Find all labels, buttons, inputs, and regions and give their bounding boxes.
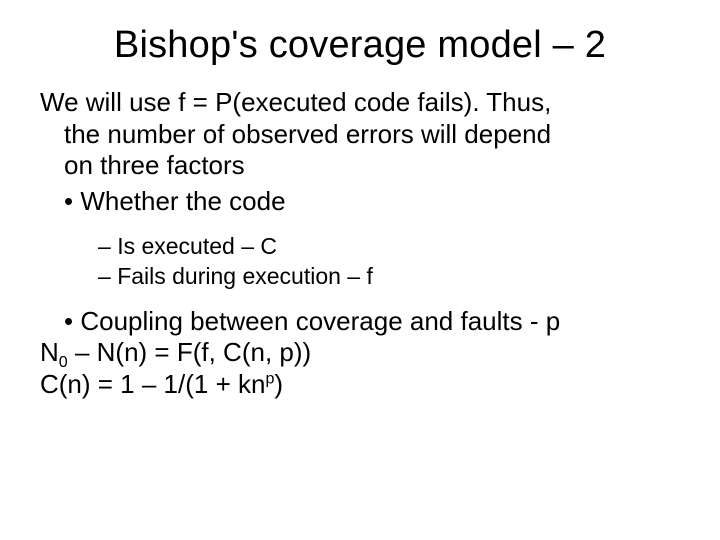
bullet-whether-code-text: Whether the code	[80, 186, 285, 216]
intro-line-2: the number of observed errors will depen…	[40, 119, 680, 151]
bullet-whether-code: Whether the code	[40, 186, 680, 218]
subbullet-fails: Fails during execution – f	[40, 262, 680, 292]
equation-n-post: – N(n) = F(f, C(n, p))	[68, 337, 311, 367]
intro-line-1: We will use f = P(executed code fails). …	[40, 87, 680, 119]
equation-c: C(n) = 1 – 1/(1 + knp)	[40, 369, 680, 401]
equation-n: N0 – N(n) = F(f, C(n, p))	[40, 337, 680, 369]
bullet-coupling: Coupling between coverage and faults - p	[40, 306, 680, 338]
subbullet-executed-text: Is executed – C	[117, 233, 277, 259]
slide: { "title": "Bishop's coverage model – 2"…	[0, 0, 720, 540]
equation-n-pre: N	[40, 337, 59, 367]
subbullet-executed: Is executed – C	[40, 232, 680, 262]
intro-line-3: on three factors	[40, 150, 680, 182]
subbullet-fails-text: Fails during execution – f	[117, 263, 373, 289]
bullet-coupling-text: Coupling between coverage and faults - p	[80, 306, 560, 336]
equation-c-post: )	[274, 369, 283, 399]
intro-paragraph: We will use f = P(executed code fails). …	[40, 87, 680, 182]
slide-title: Bishop's coverage model – 2	[40, 24, 680, 67]
equation-c-pre: C(n) = 1 – 1/(1 + kn	[40, 369, 265, 399]
